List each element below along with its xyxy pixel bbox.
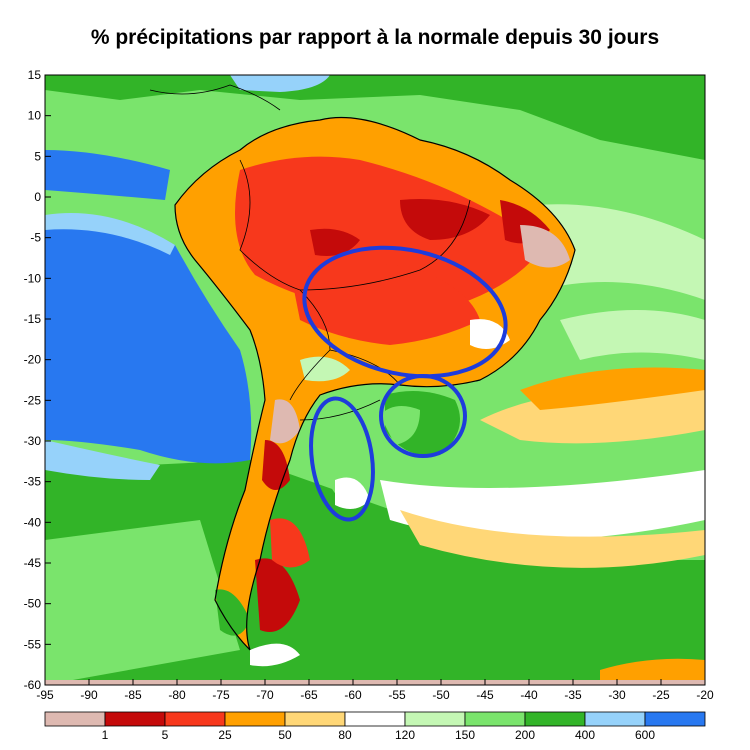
y-tick-label: -40 [24, 515, 42, 529]
colorbar-label: 5 [162, 728, 169, 742]
y-tick-label: 15 [28, 68, 42, 82]
y-tick-label: -45 [24, 556, 42, 570]
x-tick-label: -70 [256, 688, 274, 702]
anomaly-field [45, 75, 705, 685]
y-tick-label: -55 [24, 637, 42, 651]
x-tick-label: -95 [36, 688, 54, 702]
x-tick-label: -75 [212, 688, 230, 702]
highlight-ellipse-central-brazil [302, 245, 508, 379]
x-tick-label: -55 [388, 688, 406, 702]
colorbar-label: 80 [338, 728, 352, 742]
x-tick-label: -45 [476, 688, 494, 702]
x-tick-label: -20 [696, 688, 714, 702]
colorbar-swatch [344, 711, 406, 727]
y-tick-label: -25 [24, 393, 42, 407]
x-tick-label: -85 [124, 688, 142, 702]
y-axis-ticks: 15 10 5 0 -5 -10 -15 -20 -25 -30 -35 -40 -45 -50 -55 -6… [24, 68, 51, 692]
x-axis-ticks: -95 -90 -85 -80 -75 -70 -65 -60 -55 -50 -45 -40 -35 -… [36, 679, 714, 702]
x-tick-label: -60 [344, 688, 362, 702]
y-tick-label: -10 [24, 271, 42, 285]
colorbar-label: 150 [455, 728, 475, 742]
map-title: % précipitations par rapport à la normal… [90, 26, 660, 49]
colorbar-label: 600 [635, 728, 655, 742]
highlight-ellipse-southern-brazil [379, 374, 467, 458]
y-tick-label: -35 [24, 475, 42, 489]
y-tick-label: 10 [28, 109, 42, 123]
colorbar-label: 25 [218, 728, 232, 742]
y-tick-label: -20 [24, 353, 42, 367]
colorbar-swatch [644, 711, 706, 727]
colorbar-label: 50 [278, 728, 292, 742]
highlight-ellipses [302, 245, 508, 522]
colorbar-swatch [464, 711, 526, 727]
colorbar-swatch [164, 711, 226, 727]
y-tick-label: 0 [34, 190, 41, 204]
colorbar-swatch [44, 711, 106, 727]
x-tick-label: -80 [168, 688, 186, 702]
colorbar-swatch [524, 711, 586, 727]
highlight-ellipse-argentina [309, 396, 375, 522]
colorbar-swatch [104, 711, 166, 727]
colorbar-label: 400 [575, 728, 595, 742]
x-tick-label: -40 [520, 688, 538, 702]
colorbar-swatch [404, 711, 466, 727]
x-tick-label: -90 [80, 688, 98, 702]
x-tick-label: -25 [652, 688, 670, 702]
x-tick-label: -65 [300, 688, 318, 702]
colorbar-label: 1 [102, 728, 109, 742]
colorbar-swatch [584, 711, 646, 727]
colorbar-label: 200 [515, 728, 535, 742]
colorbar-swatch [284, 711, 346, 727]
y-tick-label: -30 [24, 434, 42, 448]
x-tick-label: -35 [564, 688, 582, 702]
y-tick-label: -60 [24, 678, 42, 692]
y-tick-label: -15 [24, 312, 42, 326]
y-tick-label: -50 [24, 597, 42, 611]
colorbar-swatch [224, 711, 286, 727]
colorbar-label: 120 [395, 728, 415, 742]
y-tick-label: 5 [34, 149, 41, 163]
y-tick-label: -5 [30, 231, 41, 245]
x-tick-label: -50 [432, 688, 450, 702]
colorbar: 1 5 25 50 80 120 150 200 400 600 [44, 711, 706, 742]
x-tick-label: -30 [608, 688, 626, 702]
